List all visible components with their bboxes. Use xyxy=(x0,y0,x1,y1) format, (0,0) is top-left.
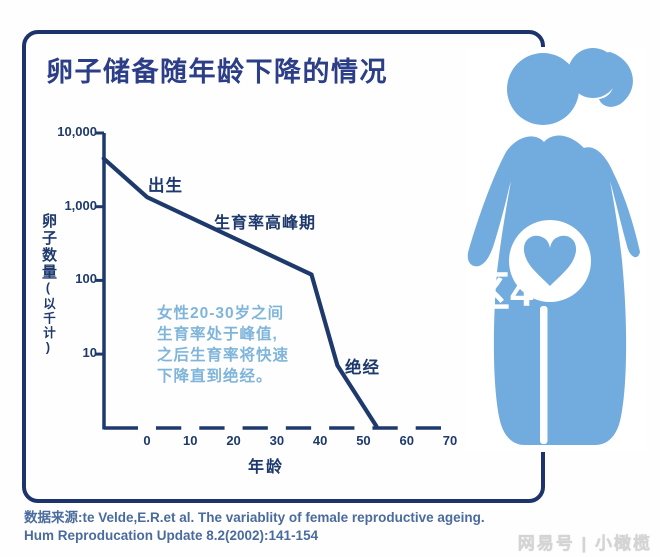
source-line: Hum Reproducation Update 8.2(2002):141-1… xyxy=(24,527,319,543)
heart-icon xyxy=(523,235,577,286)
figure-ponytail-curl xyxy=(597,52,633,107)
watermark-overlay: 区4 xyxy=(468,268,534,315)
source-citation: 数据来源:te Velde,E.R.et al. The variablity … xyxy=(24,509,485,544)
footer-watermark: 网易号 | 小橄榄 xyxy=(517,534,652,553)
page-title: 卵子储备随年龄下降的情况 xyxy=(46,57,388,87)
leg-separator xyxy=(540,306,548,444)
pregnant-woman-figure xyxy=(466,47,646,452)
egg-count-curve xyxy=(101,156,379,429)
source-line: 数据来源:te Velde,E.R.et al. The variablity … xyxy=(24,510,485,525)
figure-ponytail-bun xyxy=(568,48,618,98)
figure-head xyxy=(507,53,579,125)
